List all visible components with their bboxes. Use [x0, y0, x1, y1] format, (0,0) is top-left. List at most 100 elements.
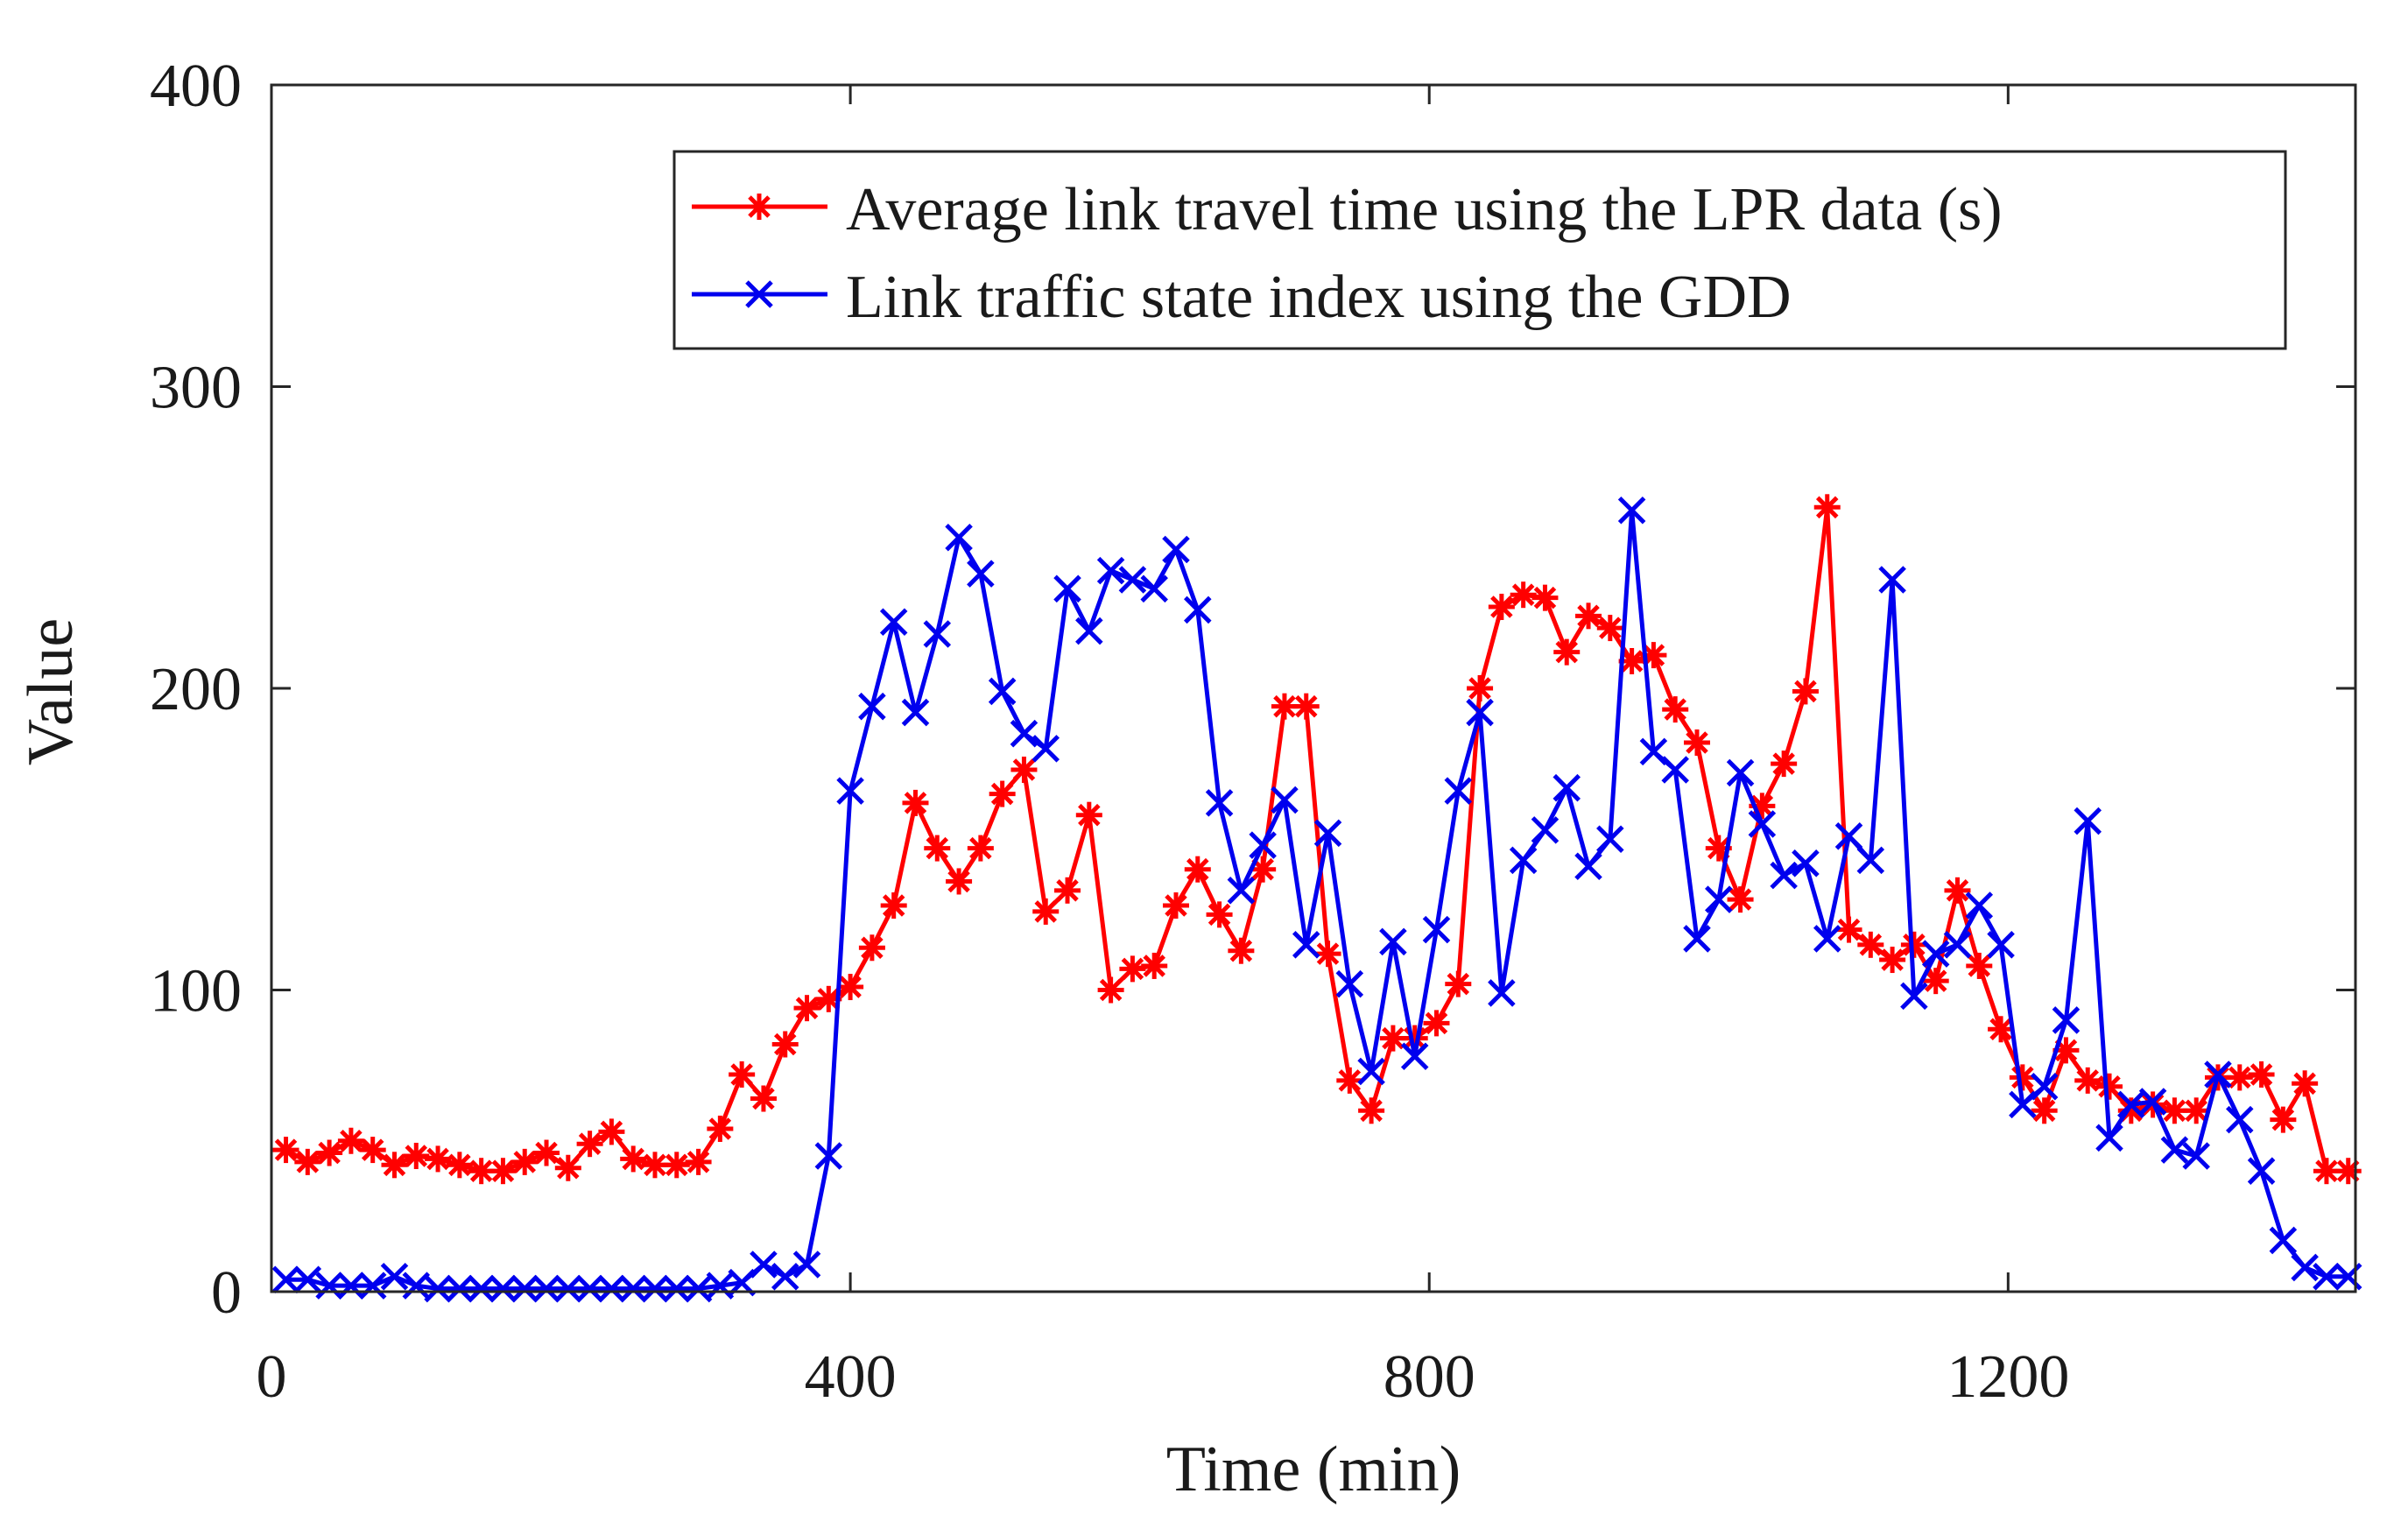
marker-stroke	[1989, 1018, 2012, 1041]
data-point	[771, 1031, 799, 1058]
marker-stroke	[1338, 1069, 1362, 1092]
marker-stroke	[817, 988, 841, 1011]
tick-labels-layer: 0 400 800 1200 0 100 200 300 400	[150, 53, 2069, 1411]
marker-stroke	[2204, 1060, 2232, 1089]
marker-stroke	[1316, 942, 1340, 965]
data-point	[272, 1137, 299, 1164]
marker-stroke	[684, 1274, 713, 1303]
data-point	[750, 1251, 778, 1279]
data-point	[1944, 877, 1971, 904]
marker-stroke	[1856, 846, 1885, 875]
marker-stroke	[2074, 807, 2102, 835]
marker-stroke	[340, 1129, 363, 1152]
marker-stroke	[967, 560, 995, 588]
data-point	[1444, 777, 1473, 805]
data-point	[750, 1085, 777, 1112]
data-point	[1922, 968, 1949, 995]
data-point	[1010, 719, 1039, 748]
marker-stroke	[1661, 756, 1689, 784]
marker-stroke	[641, 1274, 669, 1303]
data-point	[532, 1274, 560, 1303]
data-point	[1357, 1057, 1385, 1086]
data-point	[2292, 1070, 2319, 1097]
data-point	[1075, 617, 1103, 645]
data-point	[446, 1152, 473, 1179]
data-point	[2313, 1263, 2341, 1291]
data-point	[967, 560, 995, 588]
marker-stroke	[2098, 1075, 2121, 1098]
data-point	[1966, 952, 1993, 979]
data-point	[902, 789, 929, 816]
data-point	[1119, 955, 1146, 983]
data-point	[1336, 1067, 1363, 1094]
data-point	[1813, 494, 1841, 521]
data-point	[1228, 937, 1255, 964]
data-point	[1639, 737, 1668, 766]
data-point	[1575, 602, 1602, 630]
data-point	[1400, 1042, 1429, 1071]
data-point	[381, 1152, 408, 1179]
data-point	[1988, 1016, 2015, 1043]
marker-stroke	[1468, 677, 1491, 700]
marker-stroke	[1968, 955, 1991, 977]
data-point	[2269, 1226, 2298, 1255]
marker-stroke	[2052, 1006, 2081, 1034]
marker-stroke	[2138, 1088, 2167, 1116]
data-point	[2248, 1060, 2275, 1088]
marker-stroke	[1313, 819, 1342, 848]
series-layer	[271, 494, 2362, 1303]
marker-stroke	[923, 620, 952, 648]
data-point	[2074, 807, 2102, 835]
data-point	[1271, 693, 1298, 720]
data-point	[511, 1148, 539, 1175]
marker-stroke	[491, 1159, 515, 1182]
marker-stroke	[858, 692, 886, 721]
marker-stroke	[947, 870, 970, 893]
marker-stroke	[1118, 566, 1147, 594]
marker-stroke	[2185, 1099, 2207, 1123]
marker-stroke	[293, 1265, 322, 1293]
data-point	[2334, 1158, 2362, 1185]
marker-stroke	[1900, 982, 1928, 1011]
data-point	[1053, 574, 1081, 603]
marker-stroke	[1121, 957, 1144, 981]
marker-stroke	[469, 1159, 493, 1182]
data-point	[1683, 925, 1711, 953]
x-tick-label: 0	[257, 1343, 287, 1411]
data-point	[707, 1115, 734, 1142]
marker-stroke	[2247, 1157, 2276, 1185]
marker-stroke	[1379, 927, 1407, 956]
marker-stroke	[448, 1153, 471, 1177]
marker-stroke	[467, 1274, 496, 1303]
data-point	[597, 1274, 626, 1303]
marker-stroke	[1143, 955, 1165, 977]
marker-stroke	[383, 1153, 406, 1177]
data-point	[1987, 931, 2015, 959]
data-point	[620, 1145, 647, 1173]
data-point	[1965, 891, 1994, 920]
data-point	[1662, 696, 1689, 723]
marker-stroke	[1360, 1099, 1383, 1123]
data-point	[1531, 816, 1560, 844]
data-point	[1835, 916, 1862, 943]
data-point	[575, 1274, 604, 1303]
data-point	[1118, 566, 1147, 594]
marker-stroke	[1531, 816, 1560, 844]
marker-stroke	[2293, 1072, 2316, 1096]
data-point	[901, 698, 930, 727]
marker-stroke	[578, 1132, 602, 1155]
marker-stroke	[773, 1032, 797, 1056]
marker-stroke	[708, 1117, 732, 1140]
marker-stroke	[839, 976, 862, 998]
marker-stroke	[510, 1274, 539, 1303]
marker-stroke	[686, 1151, 710, 1173]
marker-stroke	[2160, 1136, 2189, 1164]
marker-stroke	[1422, 915, 1451, 944]
marker-stroke	[1878, 566, 1906, 594]
data-point	[2183, 1097, 2210, 1124]
data-point	[1553, 773, 1581, 802]
series-lpr-travel-time	[272, 494, 2362, 1185]
data-point	[1727, 886, 1754, 913]
marker-stroke	[2009, 1090, 2037, 1119]
